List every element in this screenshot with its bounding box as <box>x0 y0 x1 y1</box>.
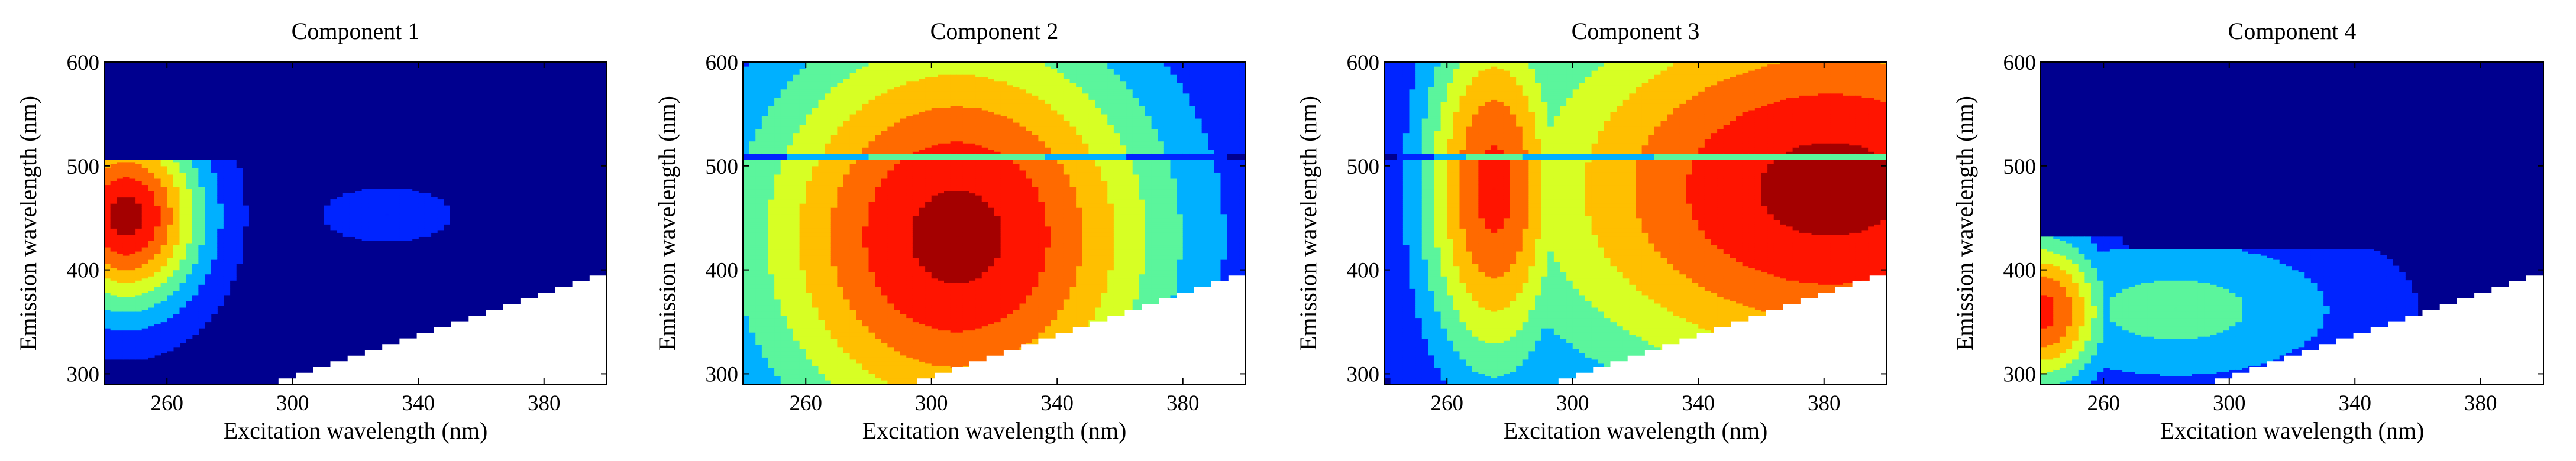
x-tick-label: 260 <box>1431 391 1464 415</box>
y-tick-label: 500 <box>706 155 739 179</box>
y-axis-label: Emission wavelength (nm) <box>654 96 680 350</box>
chart-title: Component 3 <box>1572 18 1700 44</box>
y-tick-label: 500 <box>2003 155 2037 179</box>
chart-title: Component 2 <box>930 18 1059 44</box>
x-tick-label: 300 <box>2213 391 2246 415</box>
subplot-4: 260 300 340 380 300 400 500 600 Component 4 Excit… <box>1951 18 2544 444</box>
x-tick-label: 380 <box>1808 391 1841 415</box>
y-tick-label: 500 <box>67 155 100 179</box>
y-axis-label: Emission wavelength (nm) <box>1295 96 1321 350</box>
x-tick-label: 300 <box>276 391 309 415</box>
peak-center <box>2174 307 2177 311</box>
axes-frame <box>1384 61 1887 385</box>
x-tick-label: 340 <box>402 391 435 415</box>
peak-center <box>1492 187 1496 190</box>
x-axis-label: Excitation wavelength (nm) <box>1504 417 1768 444</box>
excluded-region <box>1541 270 1887 384</box>
contour-fill <box>1384 62 1887 385</box>
axes-frame <box>742 61 1246 385</box>
y-tick-label: 400 <box>67 259 100 283</box>
subplot-3: 260 300 340 380 300 400 500 600 Component 3 Excit… <box>1295 18 1887 444</box>
y-tick-label: 300 <box>67 362 100 387</box>
contour-fill <box>104 160 450 360</box>
y-tick-label: 300 <box>2003 362 2037 387</box>
x-tick-label: 260 <box>790 391 823 415</box>
y-tick-label: 600 <box>1347 51 1380 75</box>
x-axis-label: Excitation wavelength (nm) <box>224 417 488 444</box>
excluded-region <box>261 270 607 384</box>
y-axis-label: Emission wavelength (nm) <box>15 96 41 350</box>
x-tick-label: 380 <box>1166 391 1200 415</box>
x-tick-label: 300 <box>915 391 948 415</box>
y-tick-label: 600 <box>67 51 100 75</box>
subplot-2: 260 300 340 380 300 400 500 600 Component 2 Excit… <box>654 18 1246 444</box>
x-axis-label: Excitation wavelength (nm) <box>2160 417 2425 444</box>
y-tick-label: 300 <box>1347 362 1380 387</box>
x-tick-label: 380 <box>2464 391 2497 415</box>
x-axis-label: Excitation wavelength (nm) <box>862 417 1127 444</box>
y-tick-label: 500 <box>1347 155 1380 179</box>
y-tick-label: 600 <box>2003 51 2037 75</box>
y-tick-label: 300 <box>706 362 739 387</box>
peak-center <box>1828 187 1832 190</box>
excluded-region <box>2197 270 2543 384</box>
x-tick-label: 340 <box>2339 391 2372 415</box>
x-tick-label: 380 <box>528 391 561 415</box>
axes-frame <box>2040 61 2544 385</box>
x-tick-label: 340 <box>1682 391 1715 415</box>
peak-center <box>124 214 128 217</box>
peak-center <box>385 213 389 216</box>
x-tick-label: 260 <box>2087 391 2121 415</box>
y-tick-label: 400 <box>1347 259 1380 283</box>
y-tick-label: 400 <box>706 259 739 283</box>
subplot-1: 260 300 340 380 300 400 500 600 Component 1 Excit… <box>15 18 607 444</box>
x-tick-label: 300 <box>1556 391 1589 415</box>
x-tick-label: 340 <box>1041 391 1074 415</box>
y-tick-label: 400 <box>2003 259 2037 283</box>
y-tick-label: 600 <box>706 51 739 75</box>
axes-frame <box>104 61 607 385</box>
y-axis-label: Emission wavelength (nm) <box>1951 96 1978 350</box>
chart-title: Component 1 <box>292 18 420 44</box>
chart-title: Component 4 <box>2228 18 2357 44</box>
excluded-region <box>900 270 1246 384</box>
x-tick-label: 260 <box>151 391 184 415</box>
peak-center <box>955 235 958 238</box>
